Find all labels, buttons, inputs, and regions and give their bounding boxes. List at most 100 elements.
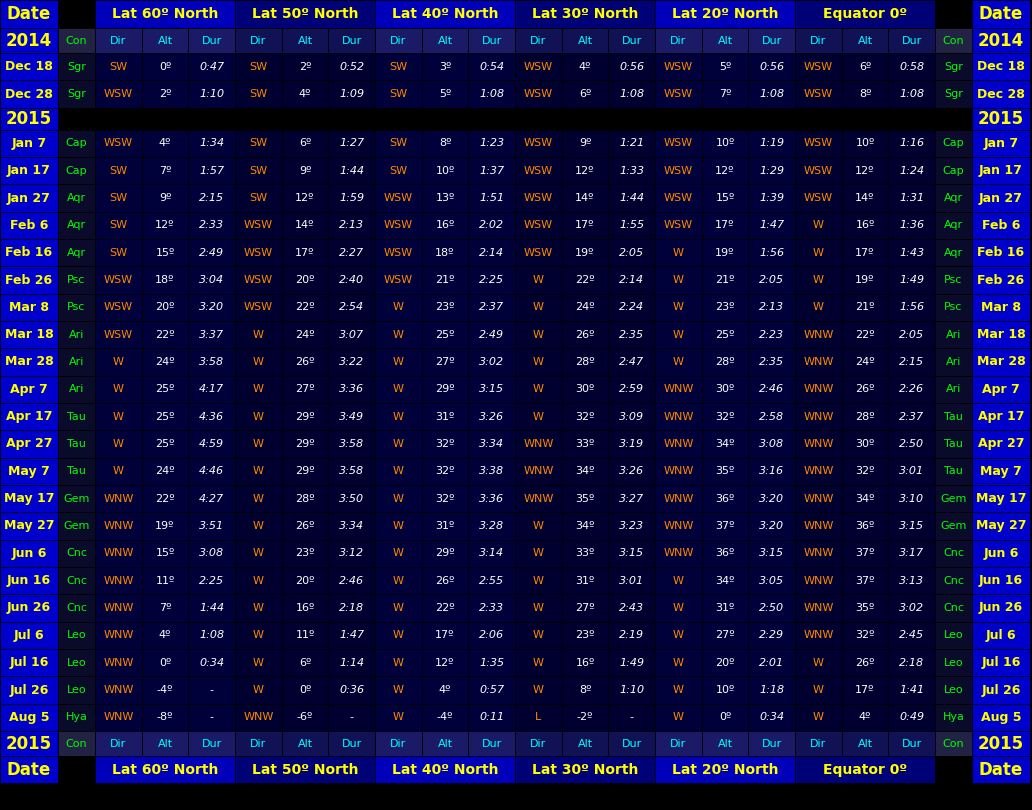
Text: Ari: Ari	[945, 384, 961, 394]
Text: 3:04: 3:04	[199, 275, 224, 285]
Bar	[972, 649, 1030, 676]
Bar	[795, 53, 842, 80]
Bar	[702, 458, 748, 485]
Bar	[375, 157, 422, 185]
Text: 2014: 2014	[978, 32, 1024, 49]
Bar	[141, 294, 188, 321]
Text: W: W	[393, 603, 404, 613]
Text: 24º: 24º	[856, 357, 875, 367]
Bar	[328, 595, 375, 621]
Bar	[58, 266, 95, 294]
Bar	[95, 513, 141, 539]
Bar	[375, 0, 515, 28]
Bar	[972, 321, 1030, 348]
Text: Cnc: Cnc	[943, 576, 964, 586]
Text: W: W	[533, 521, 544, 531]
Text: WSW: WSW	[804, 193, 833, 203]
Text: Cnc: Cnc	[943, 603, 964, 613]
Text: Jan 7: Jan 7	[11, 137, 46, 150]
Bar	[935, 28, 972, 53]
Bar	[889, 376, 935, 403]
Text: 2:18: 2:18	[899, 658, 925, 667]
Text: Hya: Hya	[66, 712, 88, 723]
Bar	[422, 185, 469, 211]
Bar	[188, 403, 235, 430]
Text: Dur: Dur	[621, 36, 642, 45]
Text: Alt: Alt	[858, 739, 873, 748]
Text: Sgr: Sgr	[67, 62, 86, 71]
Text: Equator 0º: Equator 0º	[823, 7, 907, 21]
Bar	[422, 321, 469, 348]
Text: 3:02: 3:02	[899, 603, 925, 613]
Bar	[141, 649, 188, 676]
Bar	[889, 53, 935, 80]
Bar	[422, 676, 469, 704]
Text: Lat 20º North: Lat 20º North	[672, 7, 778, 21]
Text: 1:08: 1:08	[899, 89, 925, 99]
Text: 6º: 6º	[579, 89, 591, 99]
Text: 19º: 19º	[155, 521, 174, 531]
Bar	[188, 80, 235, 108]
Bar	[515, 567, 561, 595]
Text: 2º: 2º	[159, 89, 171, 99]
Bar	[795, 458, 842, 485]
Bar	[842, 621, 889, 649]
Bar	[282, 513, 328, 539]
Bar	[972, 676, 1030, 704]
Bar	[58, 28, 95, 53]
Text: Leo: Leo	[943, 630, 963, 641]
Bar	[282, 294, 328, 321]
Text: 3:34: 3:34	[340, 521, 364, 531]
Text: Aqr: Aqr	[944, 220, 963, 230]
Bar	[58, 539, 95, 567]
Bar	[972, 376, 1030, 403]
Text: Leo: Leo	[943, 658, 963, 667]
Text: 2014: 2014	[6, 32, 53, 49]
Bar	[235, 266, 282, 294]
Text: 9º: 9º	[579, 139, 591, 148]
Text: 27º: 27º	[436, 357, 455, 367]
Text: 5º: 5º	[439, 89, 451, 99]
Text: Lat 40º North: Lat 40º North	[392, 7, 498, 21]
Text: W: W	[673, 357, 684, 367]
Bar	[469, 595, 515, 621]
Bar	[422, 731, 469, 756]
Text: WSW: WSW	[804, 166, 833, 176]
Text: WNW: WNW	[523, 439, 553, 449]
Text: 3:01: 3:01	[619, 576, 644, 586]
Bar	[58, 595, 95, 621]
Bar	[375, 321, 422, 348]
Bar	[235, 756, 375, 783]
Text: 22º: 22º	[295, 302, 315, 313]
Bar	[58, 403, 95, 430]
Text: 14º: 14º	[575, 193, 594, 203]
Text: 34º: 34º	[715, 576, 735, 586]
Bar	[282, 321, 328, 348]
Bar	[375, 403, 422, 430]
Bar	[188, 239, 235, 266]
Text: 17º: 17º	[575, 220, 594, 230]
Text: W: W	[533, 630, 544, 641]
Bar	[561, 621, 608, 649]
Text: 2:14: 2:14	[479, 248, 505, 258]
Bar	[515, 376, 561, 403]
Text: Jul 26: Jul 26	[981, 684, 1021, 697]
Text: Dur: Dur	[621, 739, 642, 748]
Text: WNW: WNW	[803, 603, 834, 613]
Bar	[141, 676, 188, 704]
Bar	[58, 731, 95, 756]
Text: 19º: 19º	[856, 275, 875, 285]
Bar	[748, 211, 795, 239]
Text: SW: SW	[250, 193, 267, 203]
Bar	[422, 53, 469, 80]
Text: WSW: WSW	[804, 139, 833, 148]
Bar	[561, 266, 608, 294]
Bar	[702, 157, 748, 185]
Text: May 7: May 7	[8, 465, 50, 478]
Text: Mar 18: Mar 18	[4, 328, 54, 341]
Text: WSW: WSW	[244, 302, 272, 313]
Bar	[515, 704, 561, 731]
Bar	[702, 403, 748, 430]
Text: Dur: Dur	[201, 739, 222, 748]
Text: 32º: 32º	[715, 411, 735, 422]
